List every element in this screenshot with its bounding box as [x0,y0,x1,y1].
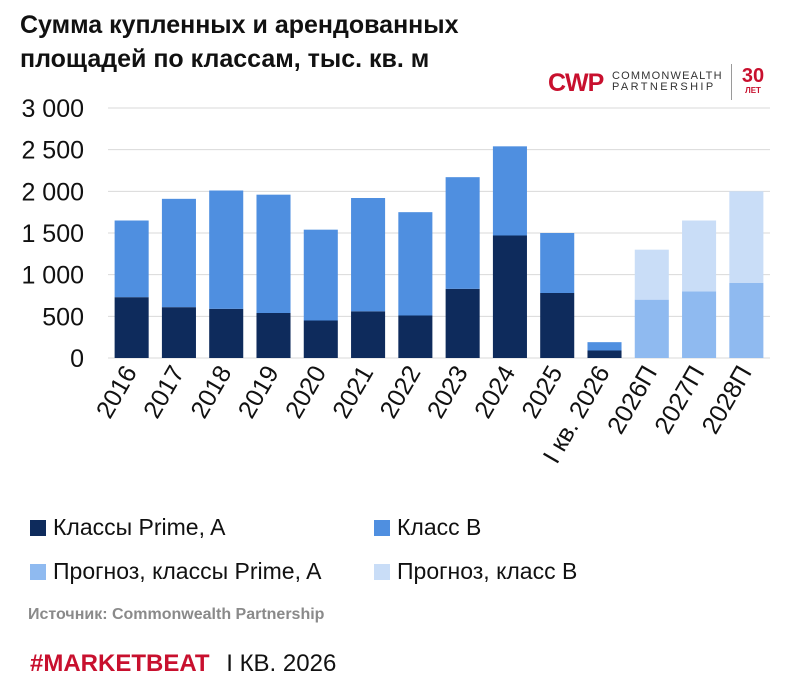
legend-item-forecast-prime-a: Прогноз, классы Prime, A [30,558,321,585]
bar-segment-2 [161,198,196,308]
footer-period: I КВ. 2026 [226,650,337,677]
bar-segment-2 [587,342,622,351]
bar-segment-2 [398,212,433,316]
bar-segment-1 [540,293,575,358]
legend-swatch-prime-a [30,519,46,536]
bar-segment-4 [682,220,717,292]
x-tick-label: 2018 [185,361,237,423]
bar-segment-1 [445,288,480,358]
bar-segment-1 [209,308,244,358]
bar-segment-1 [398,315,433,358]
logo-wordmark: COMMONWEALTH PARTNERSHIP [612,71,723,93]
bar-segment-2 [540,233,575,293]
x-tick-label: 2023 [422,361,474,423]
legend-label-forecast-class-b: Прогноз, класс B [397,558,578,584]
y-tick-label: 2 500 [21,137,84,165]
x-tick-label: 2020 [280,361,332,423]
bar-segment-1 [303,320,338,358]
y-tick-label: 1 500 [21,220,84,248]
y-tick-label: 1 000 [21,262,84,290]
bar-segment-1 [492,235,527,358]
bar-segment-2 [114,220,149,298]
bar-segment-1 [161,307,196,358]
bar-segment-2 [351,198,386,312]
bar-segment-1 [587,350,622,358]
bar-segment-2 [209,190,244,309]
cwp-logo-icon: CWP [548,69,605,96]
x-tick-label: 2016 [91,361,143,423]
bar-segment-1 [256,313,291,358]
logo-divider [731,64,732,100]
footer: #MARKETBEAT I КВ. 2026 [30,650,336,678]
bar-segment-4 [729,191,764,283]
y-tick-label: 3 000 [21,95,84,123]
legend-swatch-class-b [374,519,390,536]
chart-legend: Классы Prime, A Класс B Прогноз, классы … [30,510,770,600]
bar-segment-2 [256,194,291,313]
legend-item-forecast-class-b: Прогноз, класс B [374,558,577,585]
bar-segment-1 [114,297,149,358]
legend-item-prime-a: Классы Prime, A [30,514,225,541]
bar-segment-2 [445,177,480,289]
x-tick-label: 2021 [327,361,379,423]
y-tick-label: 2 000 [21,178,84,206]
footer-brand: #MARKETBEAT [30,650,210,677]
source-note: Источник: Commonwealth Partnership [28,606,325,623]
bar-segment-4 [634,249,669,300]
bar-segment-3 [682,291,717,358]
chart-title: Сумма купленных и арендованных площадей … [20,11,459,73]
y-tick-label: 500 [42,303,84,331]
legend-label-prime-a: Классы Prime, A [53,514,226,540]
anniversary-unit: ЛЕТ [745,86,761,95]
legend-swatch-forecast-prime-a [30,563,46,580]
logo-name-line1: COMMONWEALTH [612,70,723,82]
legend-item-class-b: Класс B [374,514,481,541]
x-tick-label: 2019 [233,361,285,423]
bar-segment-2 [492,146,527,236]
x-tick-label: 2022 [374,361,426,423]
bar-segment-2 [303,229,338,321]
bar-segment-3 [729,283,764,358]
x-tick-label: 2024 [469,361,521,423]
bar-segment-3 [634,299,669,358]
anniversary-badge: 30 ЛЕТ [738,66,768,96]
svg-text:CWP: CWP [548,69,604,96]
y-tick-label: 0 [70,345,84,373]
bar-segment-1 [351,311,386,358]
logo-name-line2: PARTNERSHIP [612,81,716,93]
legend-label-forecast-prime-a: Прогноз, классы Prime, A [53,558,322,584]
legend-swatch-forecast-class-b [374,563,390,580]
company-logo: CWP COMMONWEALTH PARTNERSHIP 30 ЛЕТ [548,62,774,102]
legend-label-class-b: Класс B [397,514,482,540]
x-tick-label: 2017 [138,361,190,423]
anniversary-number: 30 [741,65,765,87]
